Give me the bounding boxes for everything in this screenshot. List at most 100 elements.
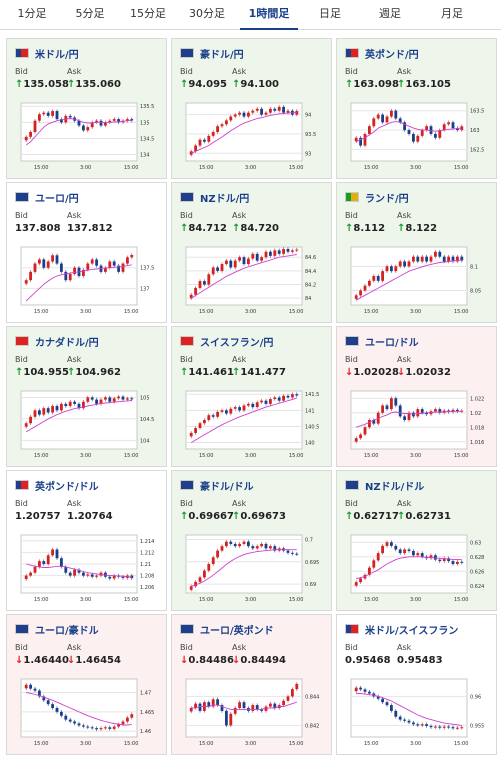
pair-name[interactable]: NZドル/ドル	[365, 481, 425, 493]
candle	[59, 263, 63, 272]
pair-name[interactable]: NZドル/円	[200, 193, 250, 205]
candle	[194, 428, 198, 433]
moving-average-line	[355, 259, 462, 301]
arrow-up-icon: ↑	[397, 79, 406, 90]
bid-price: 0.69667	[188, 511, 234, 522]
rate-card[interactable]: ユーロ/英ポンド Bid Ask ↓0.84486 ↓0.84494 0.844 0.842…	[171, 614, 332, 755]
candle	[376, 114, 380, 119]
candle	[59, 558, 63, 567]
rate-card[interactable]: NZドル/円 Bid Ask ↑84.712 ↑84.720 84.6 84.4 84.2 84…	[171, 182, 332, 323]
candle	[286, 249, 290, 252]
x-tick-label: 3:00	[410, 597, 421, 603]
y-tick-label: 1.206	[140, 585, 154, 591]
candle	[451, 561, 455, 564]
card-title: ユーロ/豪ドル	[15, 622, 99, 637]
candle	[211, 557, 215, 564]
candle	[108, 120, 112, 123]
candle	[268, 251, 272, 256]
candle	[117, 396, 121, 399]
mini-chart: 94 93.5 93 15:00 3:00 15:00	[185, 102, 316, 171]
tab-4[interactable]: 1時間足	[240, 0, 298, 30]
candle	[363, 427, 367, 435]
moving-average-line	[190, 254, 297, 299]
tab-3[interactable]: 30分足	[189, 7, 225, 20]
candle	[438, 559, 442, 562]
rate-card[interactable]: カナダドル/円 Bid Ask ↑104.955 ↑104.962 105 104.5 104…	[6, 326, 167, 467]
rate-card[interactable]: 豪ドル/円 Bid Ask ↑94.095 ↑94.100 94 93.5 93 15:00 3:…	[171, 38, 332, 179]
candle	[108, 397, 112, 402]
rate-card[interactable]: NZドル/ドル Bid Ask ↑0.62717 ↑0.62731 0.63 0.628 0.…	[336, 470, 497, 611]
candle	[117, 265, 121, 272]
pair-name[interactable]: カナダドル/円	[35, 337, 99, 349]
y-tick-label: 1.016	[470, 440, 484, 446]
candle	[389, 542, 393, 546]
rate-card[interactable]: ユーロ/豪ドル Bid Ask ↓1.46440 ↓1.46454 1.47 1.465 1.…	[6, 614, 167, 755]
rate-card[interactable]: ユーロ/ドル Bid Ask ↓1.02028 ↓1.02032 1.022 1.02 1.0…	[336, 326, 497, 467]
candle	[425, 724, 429, 726]
rate-card[interactable]: 英ポンド/ドル Bid Ask 1.20757 1.20764 1.214 1.212 1.2…	[6, 470, 167, 611]
candle	[363, 133, 367, 146]
pair-name[interactable]: 豪ドル/円	[200, 49, 244, 61]
candle	[273, 397, 277, 400]
rate-card[interactable]: 米ドル/円 Bid Ask ↑135.058 ↑135.060 135.5 135 134.5…	[6, 38, 167, 179]
candle	[238, 543, 242, 547]
candle	[42, 259, 46, 268]
tab-2[interactable]: 15分足	[130, 7, 166, 20]
candle	[429, 126, 433, 134]
pair-name[interactable]: ユーロ/英ポンド	[200, 625, 274, 637]
arrow-up-icon: ↑	[345, 511, 354, 522]
x-tick-label: 3:00	[80, 453, 91, 459]
candle	[416, 409, 420, 417]
pair-name[interactable]: ユーロ/豪ドル	[35, 625, 99, 637]
rate-card[interactable]: 英ポンド/円 Bid Ask ↑163.098 ↑163.105 163.5 163 162.…	[336, 38, 497, 179]
pair-name[interactable]: 英ポンド/円	[365, 49, 419, 61]
pair-name[interactable]: 米ドル/スイスフラン	[365, 625, 459, 637]
candle	[411, 722, 415, 725]
candle	[290, 394, 294, 398]
arrow-up-icon: ↑	[345, 79, 354, 90]
pair-name[interactable]: ユーロ/ドル	[365, 337, 419, 349]
ask-value: 0.95483	[397, 655, 443, 666]
pair-name[interactable]: 豪ドル/ドル	[200, 481, 254, 493]
card-title: NZドル/円	[180, 190, 250, 205]
tab-1[interactable]: 5分足	[75, 7, 105, 20]
tab-6[interactable]: 週足	[379, 7, 401, 20]
candle	[24, 280, 28, 284]
pair-name[interactable]: スイスフラン/円	[200, 337, 274, 349]
card-title: 豪ドル/ドル	[180, 478, 254, 493]
arrow-down-icon: ↓	[180, 655, 189, 666]
candle	[224, 410, 228, 414]
tab-7[interactable]: 月足	[441, 7, 463, 20]
ask-price: 1.46454	[75, 655, 121, 666]
tab-5[interactable]: 日足	[319, 7, 341, 20]
ask-value: ↓0.84494	[232, 655, 286, 666]
pair-name[interactable]: 英ポンド/ドル	[35, 481, 99, 493]
candle	[125, 717, 129, 722]
y-tick-label: 1.212	[140, 550, 154, 556]
rate-card[interactable]: 豪ドル/ドル Bid Ask ↑0.69667 ↑0.69673 0.7 0.695 0.69…	[171, 470, 332, 611]
candle	[81, 725, 85, 727]
rate-card[interactable]: ユーロ/円 Bid Ask 137.808 137.812 137.5 137 15:00 3:…	[6, 182, 167, 323]
flag-icon	[345, 48, 359, 58]
candle	[216, 699, 220, 706]
x-tick-label: 3:00	[410, 741, 421, 747]
pair-name[interactable]: 米ドル/円	[35, 49, 79, 61]
bid-value: 137.808	[15, 223, 61, 234]
moving-average-line	[191, 549, 297, 587]
candle	[95, 120, 99, 123]
tab-0[interactable]: 1分足	[17, 7, 47, 20]
rate-card[interactable]: 米ドル/スイスフラン Bid Ask 0.95468 0.95483 0.96 0.955 1…	[336, 614, 497, 755]
pair-name[interactable]: ユーロ/円	[35, 193, 79, 205]
bid-price: 1.02028	[353, 367, 399, 378]
rate-card[interactable]: ランド/円 Bid Ask ↑8.112 ↑8.122 8.1 8.05 15:00 3:00 1…	[336, 182, 497, 323]
candle	[255, 253, 259, 261]
ask-value: ↑163.105	[397, 79, 451, 90]
candle	[103, 397, 107, 400]
rate-card[interactable]: スイスフラン/円 Bid Ask ↑141.461 ↑141.477 141.5 141 14…	[171, 326, 332, 467]
candle	[367, 567, 371, 575]
candle	[455, 561, 459, 564]
candle	[90, 122, 94, 128]
candle	[68, 719, 72, 722]
pair-name[interactable]: ランド/円	[365, 193, 409, 205]
candle	[381, 114, 385, 123]
